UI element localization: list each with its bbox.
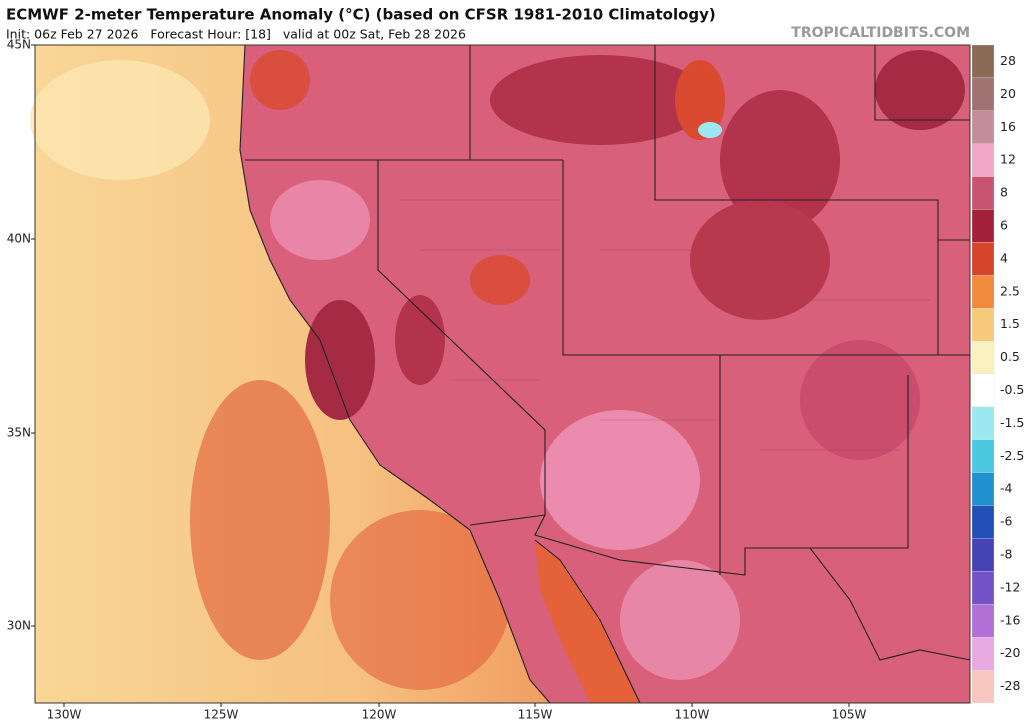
colorbar-label: 20 <box>1000 86 1016 101</box>
colorbar-label: -8 <box>1000 546 1013 561</box>
lat-label: 45N <box>7 38 31 52</box>
subtitle: Init: 06z Feb 27 2026 Forecast Hour: [18… <box>6 27 466 42</box>
colorbar-segment <box>971 439 995 473</box>
colorbar-label: -20 <box>1000 645 1020 660</box>
lon-label: 120W <box>362 708 397 722</box>
colorbar-segment <box>971 176 995 210</box>
borders <box>239 44 971 704</box>
watermark: TROPICALTIDBITS.COM <box>791 25 970 41</box>
colorbar-segment <box>971 472 995 506</box>
colorbar: 28 20 16 12 8 6 4 2.5 1.5 0.5 -0.5 -1.5 -2.5 -4 -6 -8 -1… <box>971 44 1024 704</box>
colorbar-label: 0.5 <box>1000 349 1020 364</box>
map <box>30 44 971 704</box>
colorbar-segment <box>971 406 995 440</box>
colorbar-segment <box>971 209 995 243</box>
colorbar-segment <box>971 669 995 704</box>
colorbar-label: 8 <box>1000 185 1008 200</box>
colorbar-segment <box>971 242 995 276</box>
lon-label: 110W <box>675 708 710 722</box>
colorbar-segment <box>971 373 995 408</box>
colorbar-label: -4 <box>1000 481 1013 496</box>
lat-label: 40N <box>7 232 31 246</box>
colorbar-label: -16 <box>1000 612 1020 627</box>
lon-label: 105W <box>832 708 867 722</box>
colorbar-label: 12 <box>1000 152 1016 167</box>
title: ECMWF 2-meter Temperature Anomaly (°C) (… <box>6 6 716 24</box>
colorbar-label: -2.5 <box>1000 448 1024 463</box>
colorbar-segment <box>971 538 995 572</box>
lon-label: 130W <box>47 708 82 722</box>
colorbar-segment <box>971 143 995 177</box>
colorbar-segment <box>971 77 995 111</box>
colorbar-segment <box>971 340 995 375</box>
colorbar-label: -28 <box>1000 678 1020 693</box>
colorbar-segment <box>971 110 995 144</box>
colorbar-segment <box>971 308 995 342</box>
ocean-patch <box>330 510 510 690</box>
colorbar-label: 28 <box>1000 53 1016 68</box>
lat-label: 35N <box>7 426 31 440</box>
colorbar-segment <box>971 571 995 605</box>
colorbar-segment <box>971 505 995 539</box>
colorbar-label: 16 <box>1000 119 1016 134</box>
lat-label: 30N <box>7 619 31 633</box>
ocean-patch <box>190 380 330 660</box>
gulf-of-california <box>535 540 640 703</box>
axes: 45N 40N 35N 30N 130W 125W 120W 115W 110W 105W <box>7 38 867 722</box>
colorbar-segment <box>971 637 995 671</box>
colorbar-label: -6 <box>1000 514 1013 529</box>
ocean-patch <box>30 60 210 180</box>
colorbar-segment <box>971 44 995 79</box>
colorbar-label: 6 <box>1000 217 1008 232</box>
lon-label: 115W <box>518 708 553 722</box>
colorbar-segment <box>971 604 995 638</box>
map-frame <box>34 44 971 704</box>
colorbar-label: -1.5 <box>1000 415 1024 430</box>
colorbar-label: 2.5 <box>1000 283 1020 298</box>
colorbar-segment <box>971 275 995 309</box>
lon-label: 125W <box>204 708 239 722</box>
colorbar-label: 4 <box>1000 250 1008 265</box>
colorbar-label: -0.5 <box>1000 382 1024 397</box>
colorbar-label: 1.5 <box>1000 316 1020 331</box>
colorbar-label: -12 <box>1000 579 1020 594</box>
